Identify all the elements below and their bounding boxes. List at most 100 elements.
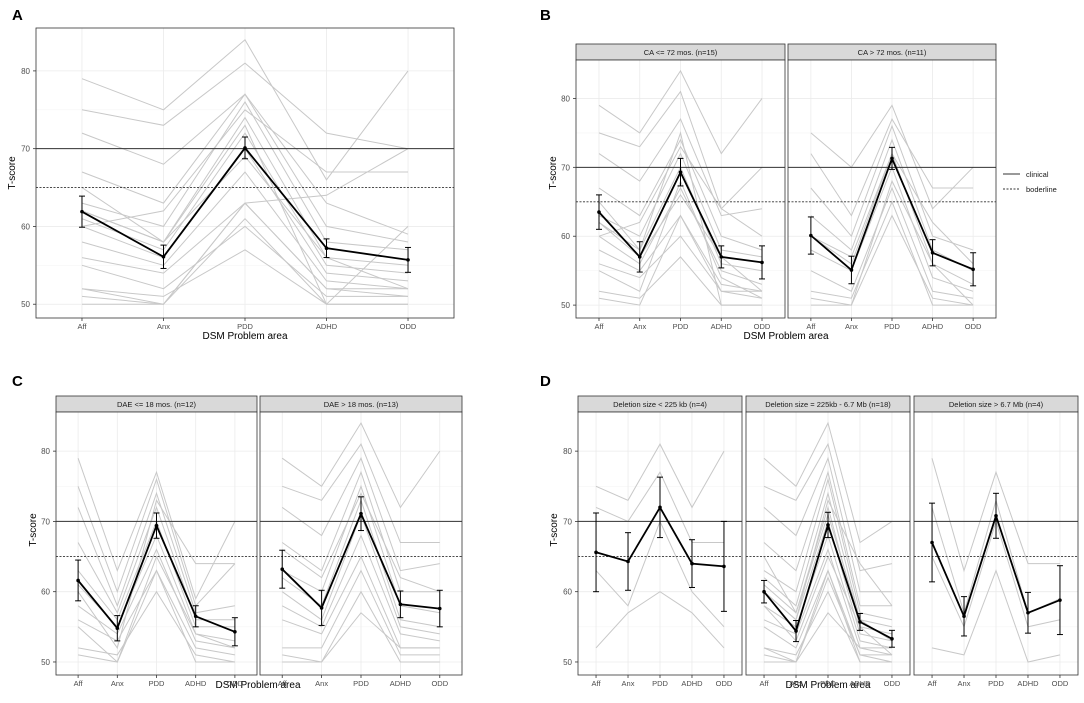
y-axis-label: T-score — [7, 156, 18, 190]
x-tick-label: PDD — [884, 322, 900, 331]
mean-point — [1026, 610, 1030, 615]
individual-line — [598, 214, 762, 306]
y-tick-label: 70 — [21, 145, 30, 154]
x-tick-label: ODD — [884, 679, 901, 688]
x-tick-label: PDD — [237, 322, 253, 331]
facet-title: Deletion size = 225kb - 6.7 Mb (n=18) — [765, 400, 891, 409]
x-axis-label: DSM Problem area — [202, 331, 287, 342]
x-tick-label: Aff — [928, 679, 938, 688]
y-tick-label: 60 — [41, 588, 50, 597]
x-tick-label: Anx — [315, 679, 328, 688]
individual-line — [78, 569, 235, 663]
x-tick-label: PDD — [820, 679, 836, 688]
x-tick-label: Aff — [594, 322, 604, 331]
individual-line — [810, 117, 974, 217]
mean-point — [233, 629, 237, 634]
mean-point — [658, 505, 662, 510]
individual-line — [281, 456, 440, 572]
facet-title: Deletion size < 225 kb (n=4) — [613, 400, 707, 409]
mean-point — [962, 614, 966, 619]
facet-title: DAE > 18 mos. (n=13) — [324, 400, 399, 409]
individual-line — [281, 484, 440, 614]
individual-line — [81, 62, 409, 150]
individual-line — [77, 458, 236, 601]
y-tick-label: 50 — [21, 300, 30, 309]
facet: Aff Anx PDD ADHD ODD — [35, 27, 455, 331]
mean-point — [359, 511, 363, 516]
mean-point — [76, 578, 80, 583]
panel-label: C — [12, 373, 23, 390]
facet: CA <= 72 mos. (n=15) Aff Anx PDD ADHD ODD — [575, 43, 786, 331]
individual-line — [281, 534, 440, 642]
individual-line — [810, 179, 974, 306]
mean-point — [722, 564, 726, 569]
individual-line — [81, 124, 409, 306]
y-tick-label: 60 — [21, 222, 30, 231]
x-tick-label: ADHD — [1017, 679, 1039, 688]
mean-point — [994, 513, 998, 518]
mean-point — [626, 559, 630, 564]
individual-line — [763, 611, 892, 663]
x-tick-label: Anx — [633, 322, 646, 331]
individual-line — [764, 569, 892, 663]
individual-line — [78, 590, 235, 663]
x-tick-label: ODD — [754, 322, 771, 331]
x-tick-label: Aff — [74, 679, 84, 688]
individual-line — [931, 458, 1060, 573]
individual-line — [763, 498, 893, 621]
facet: Deletion size > 6.7 Mb (n=4) Aff Anx PDD ADH… — [913, 395, 1079, 688]
individual-line — [281, 470, 440, 593]
individual-line — [763, 576, 893, 663]
y-tick-label: 70 — [563, 517, 572, 526]
individual-line — [77, 491, 235, 614]
mean-point — [437, 606, 442, 611]
individual-line — [595, 471, 724, 543]
x-tick-label: ODD — [227, 679, 244, 688]
mean-point — [849, 268, 854, 272]
panel-label: A — [12, 7, 23, 24]
mean-point — [597, 210, 601, 214]
facet-title: CA <= 72 mos. (n=15) — [644, 48, 718, 57]
facet-title: DAE <= 18 mos. (n=12) — [117, 400, 197, 409]
panel-label: D — [540, 373, 551, 390]
mean-point — [154, 523, 159, 528]
mean-point — [193, 614, 198, 619]
individual-line — [763, 491, 893, 628]
facet: CA > 72 mos. (n=11) Aff Anx PDD ADHD ODD — [787, 43, 997, 331]
individual-line — [77, 548, 235, 649]
mean-point — [115, 626, 120, 631]
x-axis-label: DSM Problem area — [785, 680, 870, 691]
x-tick-label: Aff — [760, 679, 770, 688]
individual-line — [763, 442, 893, 572]
mean-point — [858, 620, 862, 624]
y-axis-label: T-score — [28, 513, 39, 547]
individual-line — [810, 200, 974, 306]
individual-line — [598, 235, 763, 299]
individual-line — [763, 477, 893, 621]
y-tick-label: 80 — [41, 447, 50, 456]
individual-line — [77, 555, 236, 663]
x-axis-label: DSM Problem area — [215, 680, 300, 691]
y-axis-label: T-score — [549, 513, 560, 547]
x-tick-label: Anx — [622, 679, 635, 688]
mean-point — [398, 602, 403, 607]
mean-point — [760, 260, 764, 265]
individual-line — [598, 69, 763, 155]
individual-line — [595, 443, 725, 509]
individual-line — [598, 138, 763, 251]
y-tick-label: 70 — [561, 163, 570, 172]
x-tick-label: PDD — [149, 679, 165, 688]
mean-point — [637, 255, 642, 259]
y-tick-label: 80 — [21, 67, 30, 76]
individual-line — [282, 590, 440, 663]
facet: DAE <= 18 mos. (n=12) Aff Anx PDD ADHD ODD — [55, 395, 258, 688]
individual-line — [282, 569, 440, 656]
individual-line — [598, 186, 763, 285]
mean-point — [809, 233, 813, 238]
x-tick-label: ODD — [716, 679, 733, 688]
individual-line — [77, 477, 236, 607]
